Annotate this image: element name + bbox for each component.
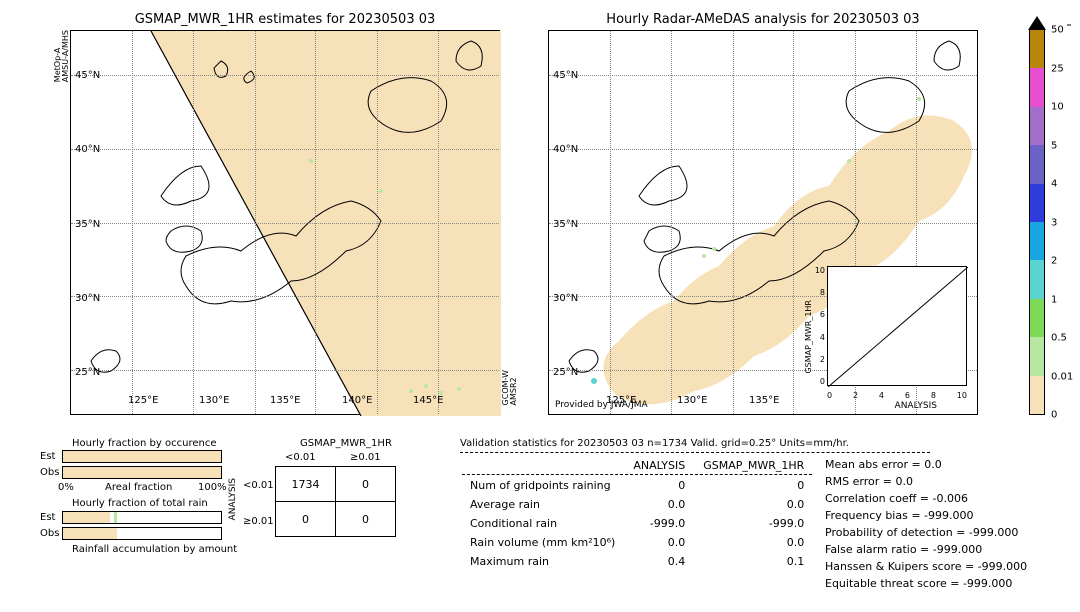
ytick: 45°N: [553, 70, 578, 81]
xtick: 135°E: [749, 395, 779, 406]
rainfall-acc-title: Rainfall accumulation by amount: [72, 544, 237, 555]
axis-2: 100%: [198, 482, 227, 493]
ytick: 40°N: [75, 144, 100, 155]
cbar-tick: 2: [1051, 256, 1057, 267]
fraction-rain-title: Hourly fraction of total rain: [72, 498, 208, 509]
right-map: 0246810 0246810 ANALYSIS GSMAP_MWR_1HR P…: [548, 30, 978, 415]
cbar-tick: 5: [1051, 140, 1057, 151]
xtick: 125°E: [128, 395, 158, 406]
xtick: 130°E: [677, 395, 707, 406]
contingency-table: 17340 00: [275, 466, 396, 537]
obs-total-bar: [62, 527, 222, 540]
cbar-tick: 10: [1051, 102, 1064, 113]
row-label: Obs: [40, 467, 59, 478]
cbar-tick: 4: [1051, 179, 1057, 190]
validation-table: ANALYSISGSMAP_MWR_1HR Num of gridpoints …: [460, 455, 814, 572]
ytick: 35°N: [75, 219, 100, 230]
xtick: 135°E: [270, 395, 300, 406]
ytick: 35°N: [553, 219, 578, 230]
ct-colh: ≥0.01: [350, 452, 381, 463]
scatter-inset: [827, 266, 967, 386]
ct-title: GSMAP_MWR_1HR: [300, 438, 392, 449]
left-map-title: GSMAP_MWR_1HR estimates for 20230503 03: [70, 12, 500, 27]
xtick: 140°E: [342, 395, 372, 406]
cbar-tick: 0.01: [1051, 371, 1073, 382]
ytick: 45°N: [75, 70, 100, 81]
obs-occurrence-bar: [62, 466, 222, 479]
ct-rowh: ≥0.01: [243, 516, 274, 527]
ct-colh: <0.01: [285, 452, 316, 463]
est-occurrence-bar: [62, 450, 222, 463]
sat-label-br: GCOM-WAMSR2: [502, 370, 518, 405]
xtick: 125°E: [606, 395, 636, 406]
ct-rowaxis: ANALYSIS: [228, 478, 238, 520]
xtick: 130°E: [199, 395, 229, 406]
ytick: 25°N: [553, 367, 578, 378]
axis-1: Areal fraction: [105, 482, 172, 493]
inset-ylabel: GSMAP_MWR_1HR: [804, 300, 813, 374]
row-label: Est: [40, 451, 55, 462]
cbar-tick: 25: [1051, 63, 1064, 74]
ytick: 30°N: [553, 293, 578, 304]
cbar-tick: 0.5: [1051, 333, 1067, 344]
ytick: 40°N: [553, 144, 578, 155]
occurrence-title: Hourly fraction by occurence: [72, 438, 216, 449]
colorbar: 50 25 10 5 4 3 2 1 0.5 0.01 0: [1029, 30, 1045, 415]
score-list: Mean abs error = 0.0 RMS error = 0.0 Cor…: [825, 456, 1027, 592]
row-label: Est: [40, 512, 55, 523]
inset-xlabel: ANALYSIS: [895, 401, 937, 411]
left-map: [70, 30, 500, 415]
axis-0: 0%: [58, 482, 74, 493]
est-total-bar: [62, 511, 222, 524]
validation-header: Validation statistics for 20230503 03 n=…: [460, 438, 849, 449]
xtick: 145°E: [413, 395, 443, 406]
ytick: 30°N: [75, 293, 100, 304]
inset-ytick: 0: [820, 377, 825, 386]
row-label: Obs: [40, 528, 59, 539]
right-map-title: Hourly Radar-AMeDAS analysis for 2023050…: [548, 12, 978, 27]
sat-label-tl: MetOp-AAMSU-A/MHS: [54, 30, 70, 82]
cbar-tick: 0: [1051, 410, 1057, 421]
inset-xtick: 0: [827, 391, 832, 400]
cbar-tick: 3: [1051, 217, 1057, 228]
cbar-tick: 1: [1051, 294, 1057, 305]
cbar-tick: 50: [1051, 25, 1064, 36]
ct-rowh: <0.01: [243, 480, 274, 491]
ytick: 25°N: [75, 367, 100, 378]
